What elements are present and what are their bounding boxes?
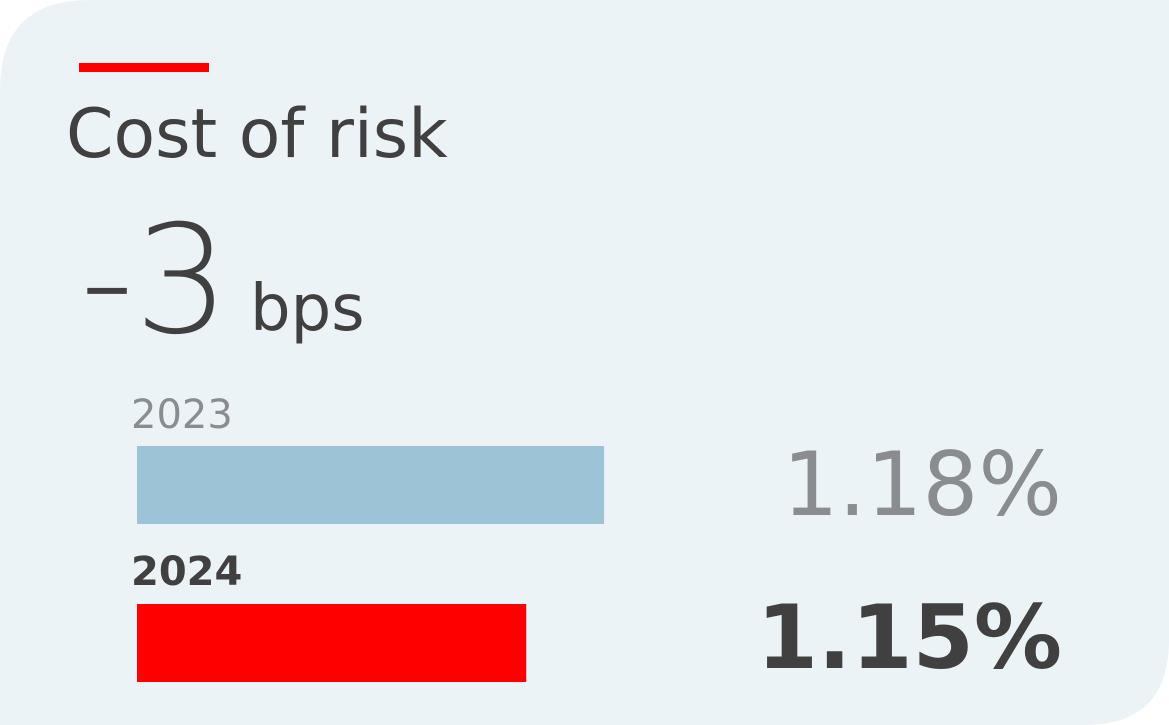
category-label: 2024 xyxy=(131,549,242,595)
accent-line xyxy=(79,63,209,72)
bar xyxy=(137,446,605,524)
chart-title: Cost of risk xyxy=(66,95,448,174)
bar xyxy=(137,604,527,682)
category-label: 2023 xyxy=(131,392,233,438)
value-label: 1.15% xyxy=(757,586,1062,689)
headline-value: -3 xyxy=(80,194,230,368)
value-label: 1.18% xyxy=(782,433,1062,536)
headline-unit: bps xyxy=(250,272,365,346)
